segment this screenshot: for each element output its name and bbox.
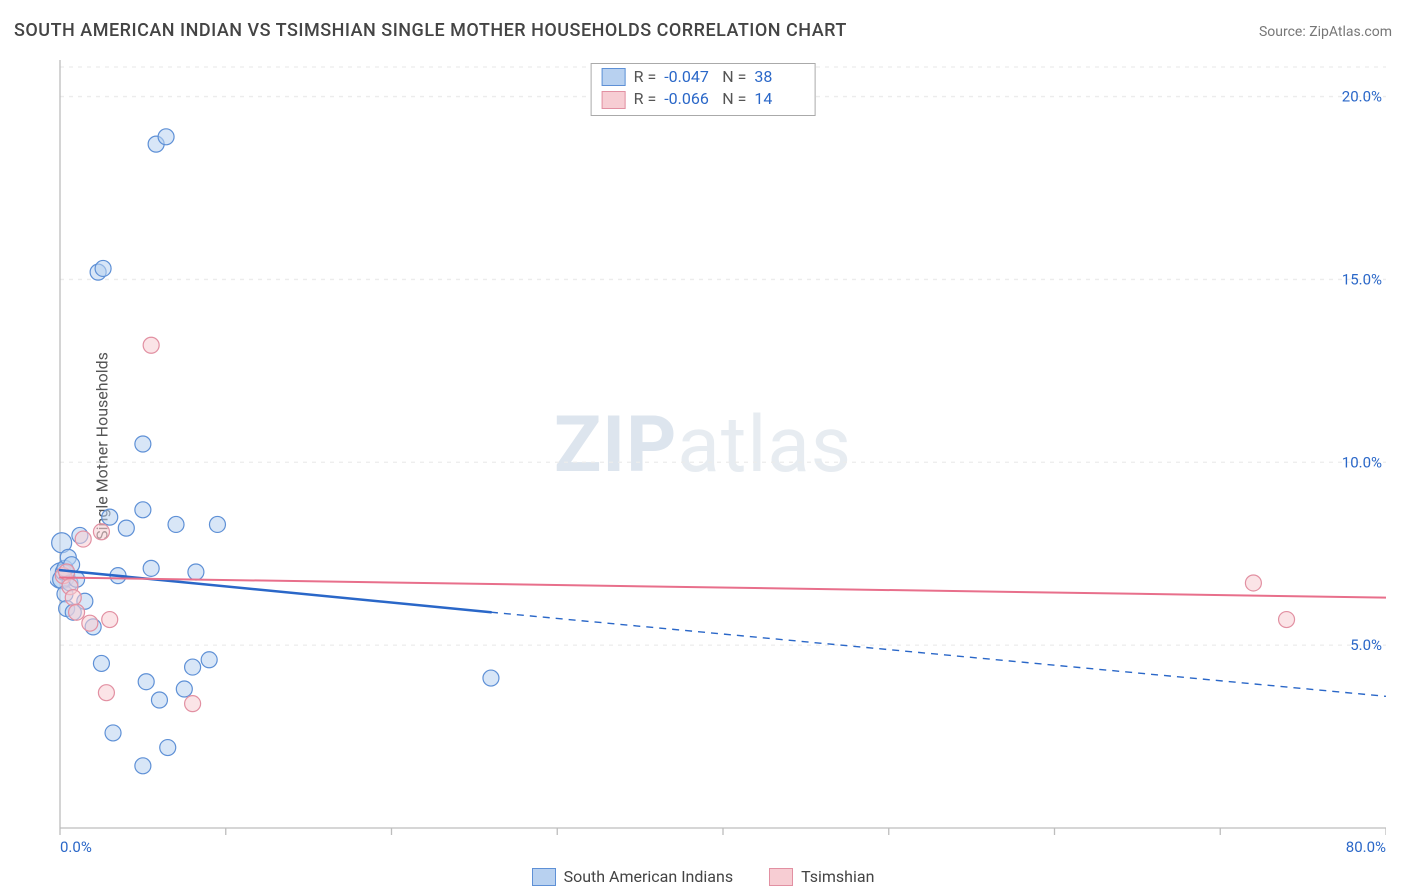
legend-item: Tsimshian xyxy=(769,867,874,886)
stat-n-value: 38 xyxy=(754,66,804,88)
stat-r-value: -0.047 xyxy=(664,66,714,88)
stat-r-label: R = xyxy=(634,66,657,88)
series-swatch xyxy=(769,868,793,886)
stat-n-label: N = xyxy=(722,66,746,88)
source-credit: Source: ZipAtlas.com xyxy=(1259,24,1392,40)
stat-n-value: 14 xyxy=(754,88,804,110)
scatter-chart: 0.0% 80.0% 5.0% 10.0% 15.0% 20.0% xyxy=(50,60,1386,852)
svg-text:80.0%: 80.0% xyxy=(1346,838,1386,852)
chart-title: SOUTH AMERICAN INDIAN VS TSIMSHIAN SINGL… xyxy=(14,20,847,41)
correlation-stats-box: R = -0.047 N = 38 R = -0.066 N = 14 xyxy=(591,63,816,116)
series-swatch xyxy=(532,868,556,886)
svg-text:5.0%: 5.0% xyxy=(1350,636,1382,654)
stat-r-value: -0.066 xyxy=(664,88,714,110)
stats-row: R = -0.047 N = 38 xyxy=(602,66,805,88)
svg-text:0.0%: 0.0% xyxy=(60,838,92,852)
series-swatch xyxy=(602,91,626,109)
legend-label: South American Indians xyxy=(564,867,734,886)
legend-label: Tsimshian xyxy=(801,867,874,886)
stat-r-label: R = xyxy=(634,88,657,110)
stat-n-label: N = xyxy=(722,88,746,110)
svg-text:10.0%: 10.0% xyxy=(1342,453,1382,471)
legend-item: South American Indians xyxy=(532,867,734,886)
series-swatch xyxy=(602,68,626,86)
bottom-legend: South American Indians Tsimshian xyxy=(0,867,1406,886)
stats-row: R = -0.066 N = 14 xyxy=(602,88,805,110)
chart-area: 0.0% 80.0% 5.0% 10.0% 15.0% 20.0% xyxy=(50,60,1386,852)
svg-text:15.0%: 15.0% xyxy=(1342,270,1382,288)
svg-text:20.0%: 20.0% xyxy=(1342,88,1382,106)
